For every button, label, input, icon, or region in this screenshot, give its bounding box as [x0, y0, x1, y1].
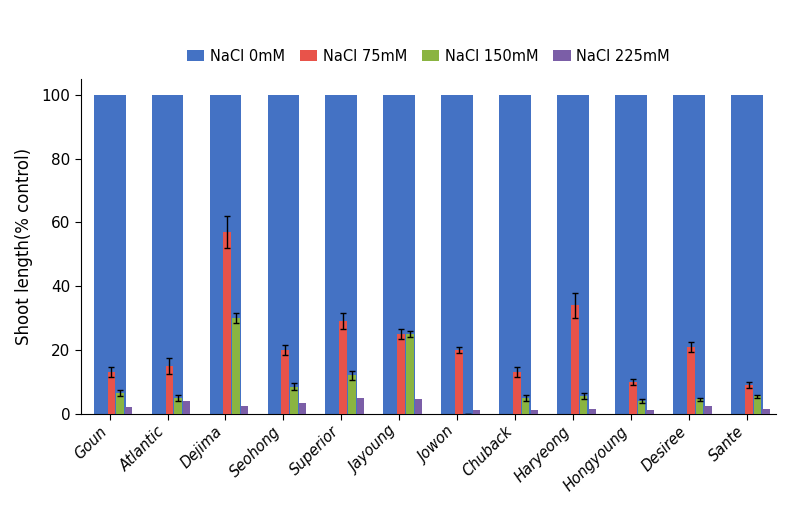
Bar	[339, 321, 347, 414]
Bar	[397, 334, 405, 414]
Bar	[224, 232, 231, 414]
Bar	[745, 385, 752, 414]
Bar	[571, 305, 579, 414]
Bar	[348, 376, 356, 414]
Bar	[557, 95, 589, 414]
Bar	[93, 95, 126, 414]
Bar	[629, 382, 637, 414]
Bar	[673, 95, 705, 414]
Bar	[290, 386, 297, 414]
Bar	[233, 318, 240, 414]
Bar	[174, 398, 182, 414]
Bar	[183, 401, 191, 414]
Bar	[125, 407, 132, 414]
Bar	[638, 401, 645, 414]
Bar	[108, 372, 115, 414]
Bar	[441, 95, 473, 414]
Bar	[687, 347, 694, 414]
Bar	[499, 95, 532, 414]
Bar	[763, 409, 770, 414]
Bar	[384, 95, 415, 414]
Bar	[705, 406, 712, 414]
Bar	[406, 334, 414, 414]
Bar	[325, 95, 358, 414]
Bar	[152, 95, 184, 414]
Bar	[414, 400, 422, 414]
Bar	[646, 410, 654, 414]
Bar	[531, 410, 538, 414]
Bar	[116, 393, 124, 414]
Bar	[357, 398, 365, 414]
Bar	[615, 95, 647, 414]
Bar	[754, 396, 761, 414]
Bar	[210, 95, 241, 414]
Bar	[240, 406, 248, 414]
Y-axis label: Shoot length(% control): Shoot length(% control)	[15, 148, 33, 345]
Bar	[522, 398, 529, 414]
Bar	[456, 350, 463, 414]
Bar	[696, 400, 703, 414]
Bar	[299, 403, 306, 414]
Bar	[731, 95, 763, 414]
Bar	[267, 95, 299, 414]
Bar	[513, 372, 520, 414]
Bar	[282, 350, 289, 414]
Bar	[589, 409, 596, 414]
Legend: NaCl 0mM, NaCl 75mM, NaCl 150mM, NaCl 225mM: NaCl 0mM, NaCl 75mM, NaCl 150mM, NaCl 22…	[181, 43, 676, 69]
Bar	[580, 396, 588, 414]
Bar	[165, 366, 173, 414]
Bar	[473, 410, 480, 414]
